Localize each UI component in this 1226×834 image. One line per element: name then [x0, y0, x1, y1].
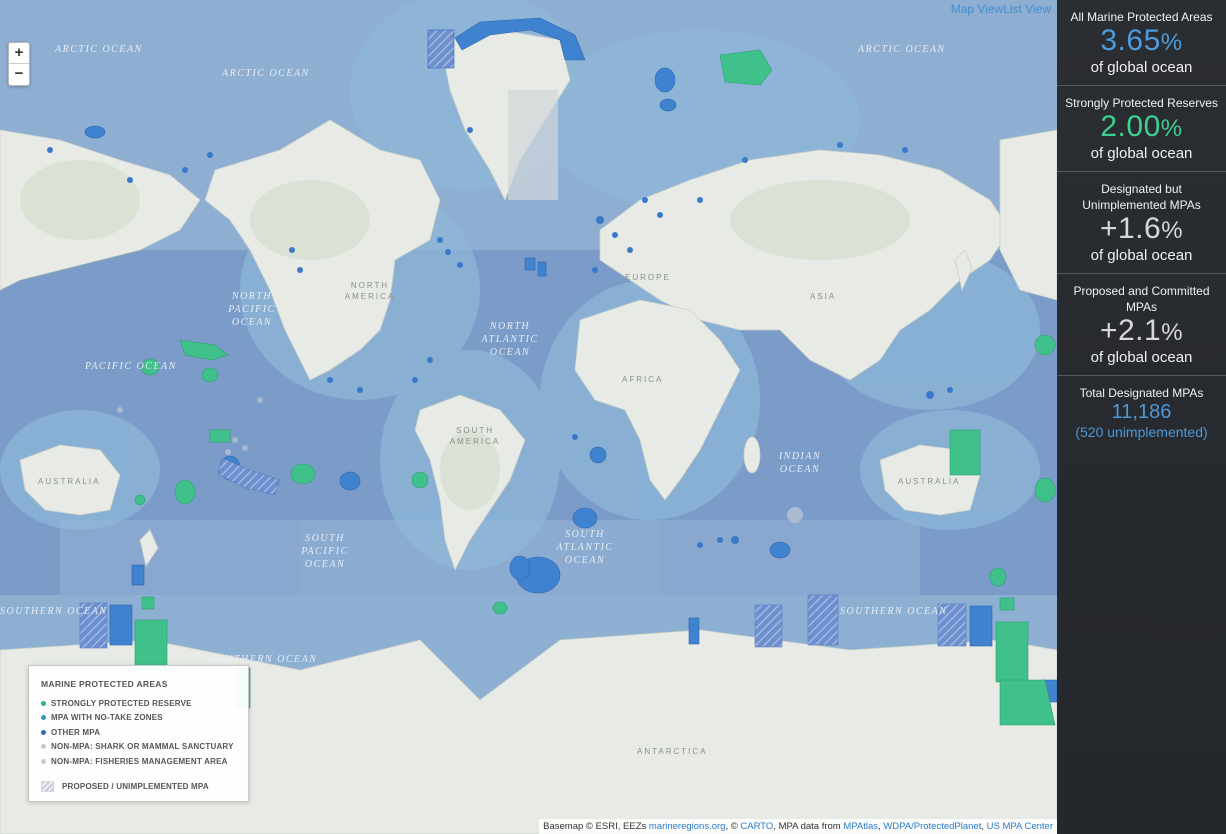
view-toggle: Map ViewList View	[951, 2, 1051, 16]
legend-label: NON-MPA: FISHERIES MANAGEMENT AREA	[51, 756, 228, 766]
stat-label: All Marine Protected Areas	[1070, 10, 1213, 24]
ocean-label-southern-2: Southern Ocean	[210, 654, 318, 665]
map-view-link[interactable]: Map View	[950, 2, 1004, 16]
legend-item-fisheries: NON-MPA: FISHERIES MANAGEMENT AREA	[41, 754, 236, 769]
attribution-sep: , MPA data from	[773, 821, 844, 832]
legend-label: MPA WITH NO-TAKE ZONES	[51, 713, 163, 723]
zoom-control: + −	[8, 42, 30, 86]
stat-sub: of global ocean	[1090, 349, 1193, 366]
stat-label: Total Designated MPAs	[1079, 386, 1204, 400]
land-label-north-america: North America	[344, 281, 396, 301]
ocean-label-southern-3: Southern Ocean	[840, 606, 948, 617]
legend-label: OTHER MPA	[51, 727, 101, 737]
stat-label: Designated but Unimplemented MPAs	[1082, 182, 1201, 212]
stat-unimplemented: Designated but Unimplemented MPAs +1.6% …	[1057, 172, 1226, 274]
carto-link[interactable]: CARTO	[740, 821, 774, 832]
ocean-label-pacific: Pacific Ocean	[85, 361, 177, 372]
land-label-south-america: South America	[449, 426, 501, 446]
stat-strongly-protected: Strongly Protected Reserves 2.00% of glo…	[1057, 86, 1226, 172]
stat-label: Proposed and Committed MPAs	[1073, 284, 1210, 314]
land-label-europe: Europe	[625, 273, 671, 282]
stat-total: Total Designated MPAs 11,186 (520 unimpl…	[1057, 376, 1226, 450]
land-label-australia-left: Australia	[38, 477, 101, 486]
legend-item-sanctuary: NON-MPA: SHARK OR MAMMAL SANCTUARY	[41, 740, 236, 755]
ocean-label-north-pacific: North Pacific Ocean	[228, 291, 276, 328]
hatched-swatch-icon	[41, 780, 54, 792]
mpatlas-link[interactable]: MPAtlas	[843, 821, 879, 832]
ocean-label-arctic-1: Arctic Ocean	[55, 44, 143, 55]
attribution-prefix: Basemap © ESRI, EEZs	[543, 821, 649, 832]
unimplemented-link[interactable]: (520 unimplemented)	[1075, 424, 1208, 440]
teal-dot-icon	[41, 715, 46, 721]
legend-item-proposed: PROPOSED / UNIMPLEMENTED MPA	[41, 769, 236, 795]
legend-title: MARINE PROTECTED AREAS	[41, 679, 168, 689]
wdpa-link[interactable]: WDPA/ProtectedPlanet	[883, 821, 982, 832]
legend-label: STRONGLY PROTECTED RESERVE	[51, 698, 192, 708]
land-label-antarctica: Antarctica	[637, 747, 708, 756]
attribution-sep: ,	[878, 821, 884, 832]
stat-value: +2.1%	[1099, 314, 1184, 347]
stat-count: 11,186	[1111, 401, 1172, 423]
us-mpa-center-link[interactable]: US MPA Center	[986, 821, 1053, 832]
ocean-label-arctic-2: Arctic Ocean	[222, 68, 310, 79]
stat-sub: of global ocean	[1090, 145, 1193, 162]
world-map[interactable]: Arctic Ocean Arctic Ocean Arctic Ocean N…	[0, 0, 1057, 834]
marineregions-link[interactable]: marineregions.org	[648, 821, 726, 832]
ocean-label-north-atlantic: North Atlantic Ocean	[481, 321, 539, 358]
legend-label: PROPOSED / UNIMPLEMENTED MPA	[62, 781, 209, 791]
land-label-africa: Africa	[622, 375, 664, 384]
land-label-australia-right: Australia	[898, 477, 961, 486]
legend-item-other-mpa: OTHER MPA	[41, 725, 236, 740]
stat-sub: of global ocean	[1090, 247, 1193, 264]
zoom-out-button[interactable]: −	[14, 65, 24, 82]
map-legend: MARINE PROTECTED AREAS STRONGLY PROTECTE…	[28, 665, 249, 802]
map-basemap	[0, 0, 1057, 834]
stat-all-mpas: All Marine Protected Areas 3.65% of glob…	[1057, 0, 1226, 86]
legend-item-strongly-protected: STRONGLY PROTECTED RESERVE	[41, 696, 236, 711]
stat-sub: of global ocean	[1090, 59, 1193, 76]
attribution-sep: ,	[981, 821, 987, 832]
ocean-label-arctic-3: Arctic Ocean	[858, 44, 946, 55]
stats-panel: All Marine Protected Areas 3.65% of glob…	[1057, 0, 1226, 834]
attribution-sep: , ©	[725, 821, 741, 832]
list-view-link[interactable]: List View	[1003, 2, 1051, 16]
ocean-label-south-pacific: South Pacific Ocean	[301, 533, 349, 570]
stat-value: 3.65%	[1100, 24, 1183, 57]
legend-item-no-take: MPA WITH NO-TAKE ZONES	[41, 711, 236, 726]
zoom-in-button[interactable]: +	[9, 43, 29, 64]
ocean-label-indian: Indian Ocean	[778, 451, 822, 475]
land-label-asia: Asia	[810, 292, 837, 301]
green-dot-icon	[41, 700, 46, 706]
ocean-label-southern-1: Southern Ocean	[0, 606, 108, 617]
map-attribution: Basemap © ESRI, EEZs marineregions.org, …	[539, 819, 1057, 834]
ocean-label-south-atlantic: South Atlantic Ocean	[556, 529, 614, 566]
blue-dot-icon	[41, 729, 46, 735]
stat-value: 2.00%	[1100, 110, 1183, 143]
grey-dot-icon	[41, 758, 46, 764]
stat-value: +1.6%	[1099, 212, 1184, 245]
legend-label: NON-MPA: SHARK OR MAMMAL SANCTUARY	[51, 742, 234, 752]
grey-dot-icon	[41, 744, 46, 750]
stat-label: Strongly Protected Reserves	[1065, 96, 1218, 110]
stat-proposed: Proposed and Committed MPAs +2.1% of glo…	[1057, 274, 1226, 376]
